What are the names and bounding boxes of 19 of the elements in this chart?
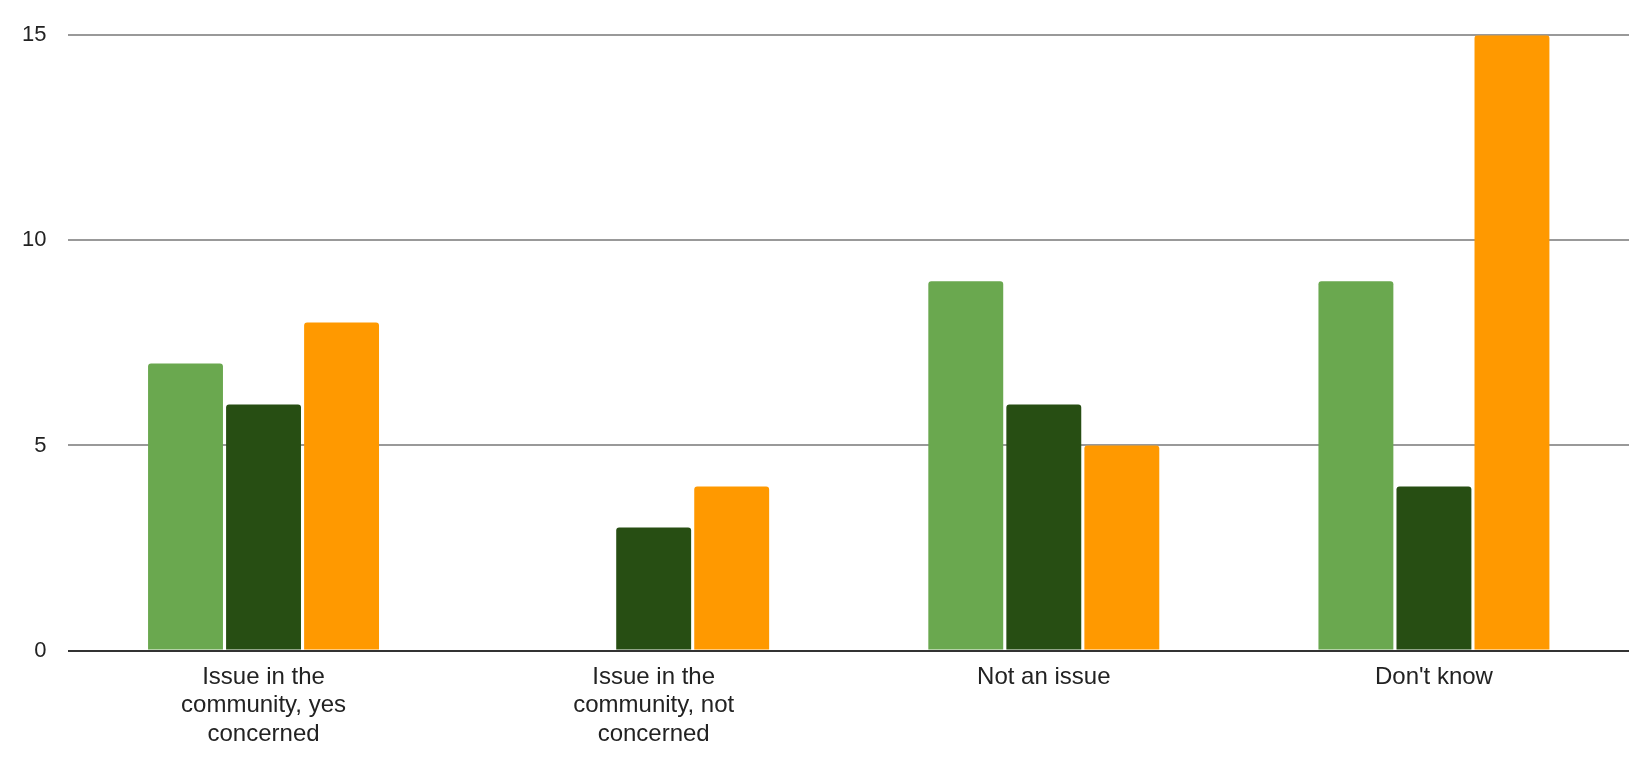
y-tick-label: 5 — [34, 431, 47, 457]
bar — [928, 281, 1004, 650]
x-tick-label: Not an issue — [977, 661, 1111, 689]
x-tick-label: Issue in the community, yes concerned — [181, 661, 347, 747]
y-tick-label: 15 — [21, 21, 47, 47]
bar — [148, 363, 223, 650]
bar — [226, 404, 301, 650]
bar — [1084, 445, 1160, 650]
bar — [1474, 35, 1550, 650]
y-tick-label: 0 — [34, 636, 47, 662]
y-tick-label: 10 — [21, 226, 47, 252]
bar — [304, 322, 380, 650]
x-tick-label: Issue in the community, not concerned — [573, 661, 735, 747]
bar — [694, 486, 770, 650]
bar — [1006, 404, 1082, 650]
x-tick-label: Don't know — [1374, 661, 1494, 689]
bar — [616, 527, 692, 650]
bar — [1318, 281, 1394, 650]
bar — [1396, 486, 1472, 650]
